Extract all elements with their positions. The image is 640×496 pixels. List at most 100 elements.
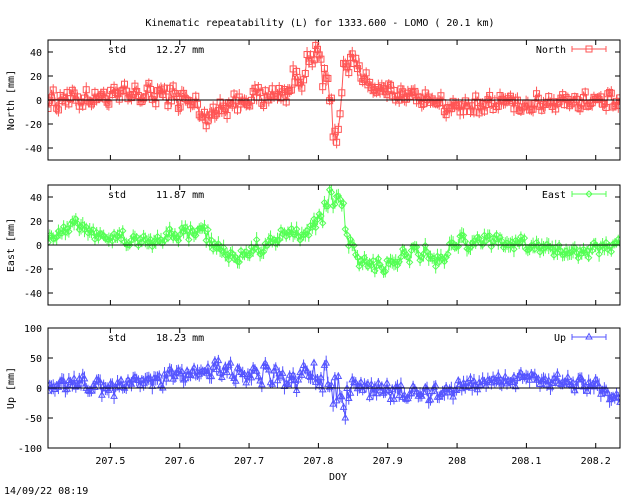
data-point (320, 65, 328, 73)
data-point (327, 94, 335, 102)
data-point (463, 378, 471, 386)
y-axis-label: Up [mm] (6, 367, 17, 409)
data-point (146, 235, 155, 244)
data-point (194, 100, 202, 108)
data-point (202, 122, 210, 130)
std-value: 11.87 mm (156, 190, 204, 201)
x-tick-label: 207.5 (95, 456, 125, 467)
data-point (372, 262, 381, 270)
data-point (108, 380, 117, 388)
east-panel: 40 20 0 -20 -40 East [mm] std 11.87 mm East (6, 184, 621, 306)
data-point (207, 236, 216, 244)
data-point (365, 393, 374, 401)
data-point (294, 375, 303, 383)
data-point (275, 236, 283, 244)
data-point (284, 379, 292, 387)
data-point (510, 245, 518, 253)
data-point (105, 100, 113, 108)
data-point (226, 358, 235, 366)
data-point (317, 55, 325, 63)
y-tick-label: -40 (24, 144, 42, 155)
data-point (287, 86, 295, 94)
data-point (508, 377, 517, 386)
up-panel: 100 50 0 -50 -100 Up [mm] std 18.23 mm Up (6, 324, 621, 455)
std-label: std (108, 190, 126, 201)
data-point (383, 91, 391, 99)
data-point (586, 243, 595, 251)
data-point (334, 371, 343, 379)
data-point (140, 94, 148, 102)
data-point (324, 74, 332, 82)
data-point (426, 395, 435, 403)
data-point (199, 113, 207, 121)
x-tick-label: 207.7 (234, 456, 264, 467)
y-tick-label: 0 (36, 384, 42, 395)
data-point (115, 95, 123, 103)
data-point (366, 78, 374, 86)
x-axis-label: DOY (329, 472, 347, 483)
data-point (459, 231, 468, 240)
data-point (256, 88, 264, 96)
x-tick-label: 208.1 (511, 456, 541, 467)
data-point (258, 380, 266, 388)
data-point (339, 402, 348, 410)
y-tick-label: 40 (30, 193, 42, 204)
data-point (185, 235, 193, 244)
data-point (418, 100, 426, 108)
x-axis: 207.5 207.6 207.7 207.8 207.9 208 208.1 208.2 (95, 456, 610, 467)
data-point (65, 100, 73, 108)
data-point (260, 101, 268, 109)
data-point (308, 60, 316, 68)
plot-frame (47, 39, 621, 161)
data-point (367, 379, 376, 387)
std-label: std (108, 45, 126, 56)
y-tick-label: 20 (30, 217, 42, 228)
data-point (54, 106, 62, 114)
data-point (152, 100, 160, 108)
data-point (412, 243, 421, 251)
data-point (414, 250, 423, 259)
data-point (209, 245, 217, 254)
std-label: std (108, 333, 126, 344)
data-point (515, 240, 523, 248)
data-point (498, 237, 506, 245)
x-tick-label: 208 (448, 456, 466, 467)
data-point (336, 110, 344, 118)
data-point (374, 378, 383, 386)
data-point (49, 86, 57, 94)
data-point (614, 101, 620, 109)
data-point (207, 372, 216, 380)
data-point (223, 112, 231, 120)
data-point (501, 372, 510, 380)
data-point (219, 243, 228, 252)
data-point (310, 56, 318, 64)
data-point (466, 374, 475, 382)
data-point (461, 237, 469, 246)
data-point (59, 376, 68, 384)
data-point (563, 372, 572, 380)
plot-frame (47, 327, 621, 449)
data-point (397, 380, 405, 388)
data-point (228, 249, 236, 257)
data-point (607, 248, 616, 256)
data-point (167, 97, 175, 105)
data-point (400, 390, 409, 398)
data-point (259, 248, 268, 256)
data-point (343, 231, 351, 239)
data-point (583, 246, 591, 255)
legend: North (536, 45, 607, 56)
data-point (82, 86, 90, 94)
data-point (103, 98, 111, 106)
data-point (383, 378, 391, 386)
x-tick-label: 207.8 (303, 456, 333, 467)
data-point (48, 386, 52, 394)
data-point (214, 356, 223, 364)
data-point (583, 386, 591, 394)
data-point (264, 365, 273, 373)
data-point (312, 223, 320, 232)
y-tick-label: -20 (24, 120, 42, 131)
data-point (567, 100, 575, 108)
data-point (577, 374, 586, 382)
data-point (268, 379, 277, 387)
data-point (254, 84, 262, 92)
